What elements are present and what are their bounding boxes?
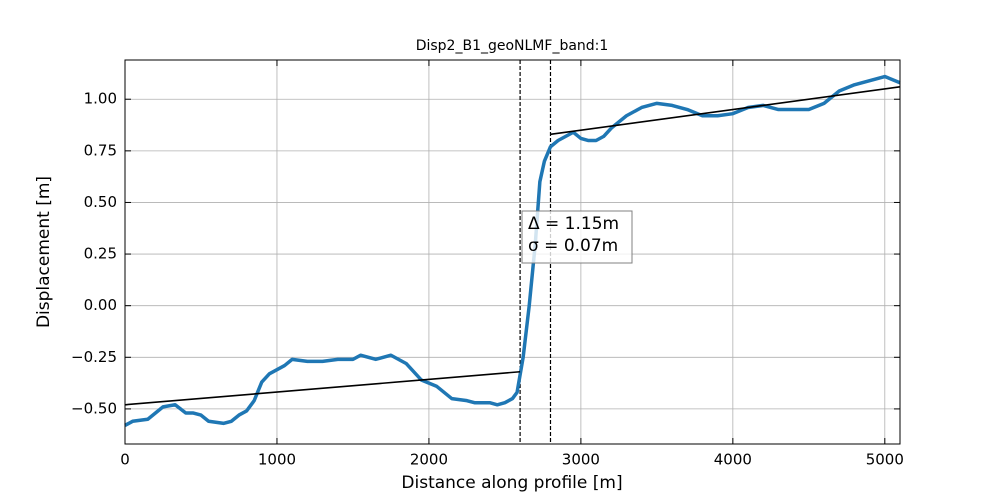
y-tick-label: −0.50 <box>71 399 117 417</box>
profile-line <box>124 74 901 427</box>
x-tick-label: 0 <box>120 451 130 469</box>
fit-line <box>124 370 521 406</box>
x-tick-label: 1000 <box>258 451 296 469</box>
y-tick-label: 0.00 <box>84 296 117 314</box>
y-tick-label: 1.00 <box>84 90 117 108</box>
fit-line <box>550 86 901 136</box>
annotation: σ = 0.07m <box>528 236 618 256</box>
x-axis-label: Distance along profile [m] <box>401 473 622 493</box>
y-axis-label: Displacement [m] <box>34 176 54 328</box>
annotation: Δ = 1.15m <box>528 214 619 234</box>
plot-frame <box>124 59 901 445</box>
x-tick-label: 4000 <box>714 451 752 469</box>
y-tick-label: 0.50 <box>84 193 117 211</box>
x-tick-label: 5000 <box>866 451 904 469</box>
x-tick-label: 3000 <box>562 451 600 469</box>
y-tick-label: 0.75 <box>84 141 117 159</box>
chart-title: Disp2_B1_geoNLMF_band:1 <box>416 38 609 54</box>
x-tick-label: 2000 <box>410 451 448 469</box>
y-tick-label: 0.25 <box>84 245 117 263</box>
y-tick-label: −0.25 <box>71 348 117 366</box>
annotation-box <box>521 210 633 264</box>
